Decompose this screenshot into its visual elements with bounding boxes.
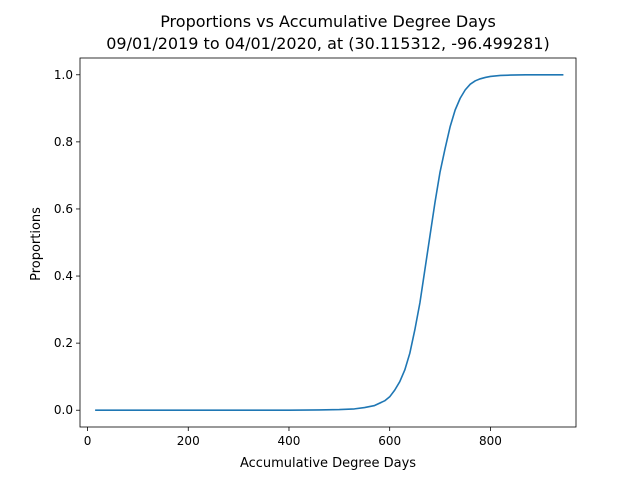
y-tick-label: 0.2 [54,336,73,350]
plot-frame [79,57,577,428]
y-tick-label: 0.6 [54,202,73,216]
x-tick-label: 0 [84,434,92,448]
x-axis-ticks: 0 200 400 600 800 [84,427,502,448]
series-layer [95,73,564,412]
y-tick-label: 0.0 [54,403,73,417]
y-axis-label: Proportions [29,207,44,281]
plot-area [79,57,577,428]
x-tick-label: 800 [479,434,502,448]
y-tick-label: 0.8 [54,135,73,149]
x-axis-label: Accumulative Degree Days [240,456,416,471]
chart-title: Proportions vs Accumulative Degree Days [160,12,496,31]
y-tick-label: 0.4 [54,269,73,283]
x-tick-label: 200 [177,434,200,448]
chart-subtitle: 09/01/2019 to 04/01/2020, at (30.115312,… [106,34,549,53]
y-tick-label: 1.0 [54,68,73,82]
series-line-0 [95,73,564,412]
y-axis-ticks: 0.0 0.2 0.4 0.6 0.8 1.0 [54,68,80,417]
x-tick-label: 400 [278,434,301,448]
x-tick-label: 600 [378,434,401,448]
